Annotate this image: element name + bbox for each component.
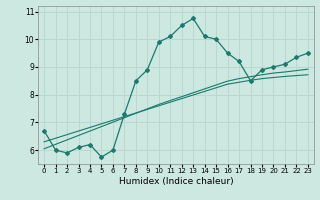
X-axis label: Humidex (Indice chaleur): Humidex (Indice chaleur) — [119, 177, 233, 186]
